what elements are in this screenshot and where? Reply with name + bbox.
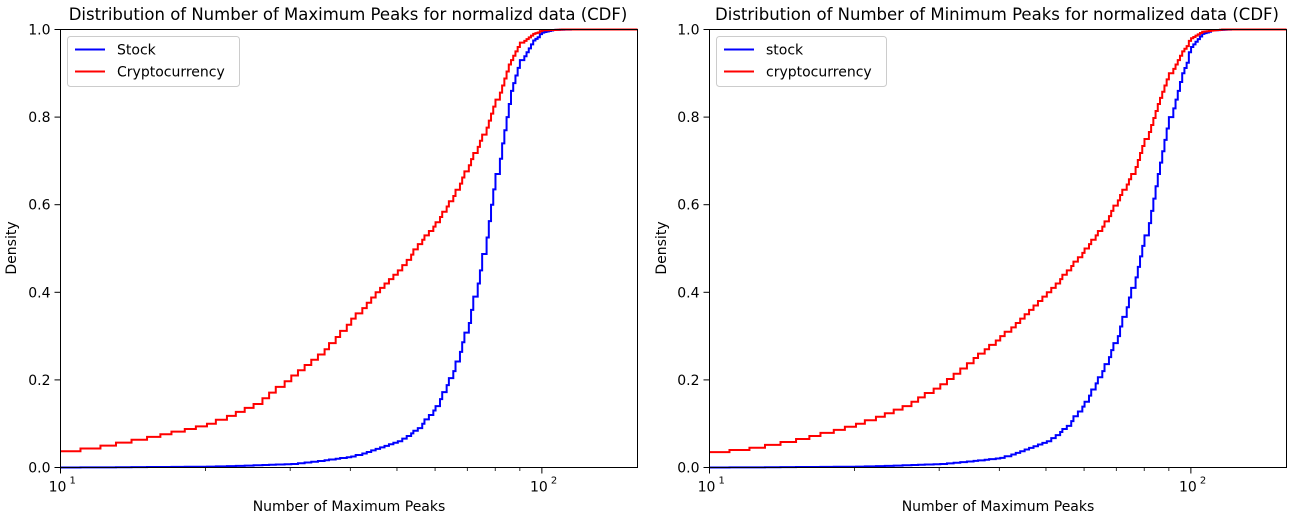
legend-label-stock: Stock [117,43,157,59]
series-line-stock [60,28,638,469]
y-tick-label: 0.2 [28,373,50,389]
y-tick-label: 0.6 [28,198,50,214]
y-tick-label: 0.0 [677,461,699,477]
y-tick-label: 0.2 [677,373,699,389]
x-axis-label: Number of Maximum Peaks [902,499,1095,515]
y-axis-label: Density [654,221,670,274]
series-line-stock [709,28,1287,469]
chart-min-peaks: Distribution of Number of Minimum Peaks … [654,5,1287,515]
x-tick-label: 10 [49,480,67,496]
legend-label-cryptocurrency: cryptocurrency [766,65,872,81]
y-tick-label: 1.0 [28,23,50,39]
legend: stock cryptocurrency [716,36,887,87]
series-line-cryptocurrency [60,28,638,453]
legend: Stock Cryptocurrency [67,36,240,87]
legend-box [67,36,240,87]
legend-label-stock: stock [766,43,804,59]
y-tick-label: 0.8 [28,110,50,126]
chart-title: Distribution of Number of Maximum Peaks … [69,5,628,24]
plot-frame [709,29,1287,468]
y-tick-label: 0.8 [677,110,699,126]
x-tick-label-exponent: 2 [551,476,557,487]
y-tick-label: 0.6 [677,198,699,214]
legend-label-cryptocurrency: Cryptocurrency [117,65,225,81]
y-tick-label: 1.0 [677,23,699,39]
x-tick-label-exponent: 1 [70,476,76,487]
x-tick-label: 10 [1179,480,1197,496]
x-tick-label: 10 [530,480,548,496]
x-axis-label: Number of Maximum Peaks [253,499,446,515]
legend-box [716,36,887,87]
chart-title: Distribution of Number of Minimum Peaks … [715,5,1279,24]
x-tick-label-exponent: 1 [719,476,725,487]
chart-max-peaks: Distribution of Number of Maximum Peaks … [4,5,638,515]
y-tick-label: 0.4 [28,285,50,301]
x-tick-label-exponent: 2 [1200,476,1206,487]
y-tick-label: 0.0 [28,461,50,477]
x-tick-label: 10 [698,480,716,496]
y-axis-label: Density [4,221,20,274]
series-line-cryptocurrency [709,28,1287,454]
y-tick-label: 0.4 [677,285,699,301]
plot-frame [60,29,638,468]
